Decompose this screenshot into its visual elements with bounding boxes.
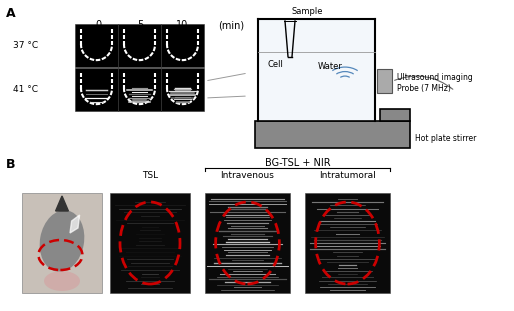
- Bar: [75, 24, 118, 67]
- Text: Cell: Cell: [268, 60, 284, 69]
- Text: A: A: [6, 7, 15, 20]
- Bar: [205, 193, 290, 293]
- Text: 41 °C: 41 °C: [13, 85, 38, 94]
- Bar: [22, 193, 102, 293]
- Ellipse shape: [40, 210, 84, 272]
- Text: Sample: Sample: [292, 7, 323, 16]
- Text: TSL: TSL: [142, 171, 158, 180]
- Bar: [161, 68, 204, 111]
- Bar: [380, 109, 410, 121]
- Bar: [305, 193, 390, 293]
- Bar: [259, 19, 374, 120]
- Ellipse shape: [44, 271, 80, 291]
- Text: (min): (min): [218, 20, 244, 30]
- Text: Intravenous: Intravenous: [221, 171, 274, 180]
- Bar: [161, 24, 204, 67]
- Text: Intratumoral: Intratumoral: [319, 171, 376, 180]
- Bar: [255, 121, 410, 148]
- Polygon shape: [70, 215, 80, 233]
- Text: 0: 0: [95, 20, 101, 30]
- Text: 10: 10: [176, 20, 188, 30]
- Text: Water: Water: [318, 62, 343, 71]
- Bar: [110, 193, 190, 293]
- Text: BG-TSL + NIR: BG-TSL + NIR: [265, 158, 331, 168]
- Bar: [75, 68, 118, 111]
- Text: 5: 5: [137, 20, 143, 30]
- Text: Ultrasound imaging
Probe (7 MHz): Ultrasound imaging Probe (7 MHz): [397, 73, 473, 93]
- Polygon shape: [56, 196, 68, 211]
- Bar: [118, 24, 161, 67]
- Text: B: B: [6, 158, 15, 171]
- Text: 37 °C: 37 °C: [13, 41, 38, 50]
- Bar: [377, 69, 392, 93]
- Bar: [118, 68, 161, 111]
- Text: Hot plate stirrer: Hot plate stirrer: [415, 134, 476, 143]
